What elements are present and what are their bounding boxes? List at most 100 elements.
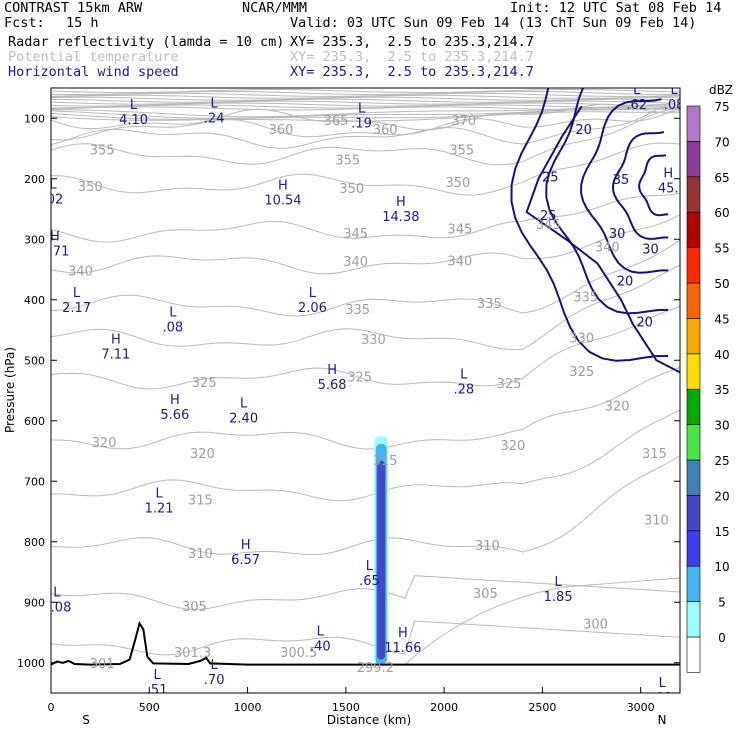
colorbar-swatch <box>686 105 701 142</box>
y-tick-label: 400 <box>24 294 45 307</box>
extremum-value: .09 <box>652 691 673 706</box>
reflectivity-column <box>374 435 389 665</box>
theta-contour-label: 340 <box>447 254 472 269</box>
extremum-marker: H <box>663 167 673 182</box>
extremum-marker: L <box>309 286 317 301</box>
x-tick-label: 0 <box>48 701 55 714</box>
colorbar-level-label: 65 <box>714 171 729 185</box>
x-tick-label: 500 <box>139 701 160 714</box>
colorbar-swatch <box>686 211 701 248</box>
theta-contour-label: 340 <box>595 241 620 256</box>
forecast-label: Fcst: <box>4 15 45 31</box>
theta-contour-label: 310 <box>188 547 213 562</box>
theta-contour-label: 330 <box>569 331 594 346</box>
theta-isoline <box>51 98 680 103</box>
extremum-marker: L <box>155 487 163 502</box>
theta-isoline <box>51 106 680 141</box>
theta-contour-label: 325 <box>192 376 217 391</box>
colorbar-level-label: 50 <box>714 277 729 291</box>
wind-contour-label: 30 <box>609 227 626 242</box>
colorbar-level-label: 40 <box>714 348 729 362</box>
theta-contour-label: 325 <box>497 377 522 392</box>
wind-contour-label: 20 <box>617 274 634 289</box>
extremum-value: 45. <box>658 182 679 197</box>
theta-contour-label: 325 <box>569 365 594 380</box>
plot-frame <box>50 87 681 694</box>
theta-isoline <box>51 264 680 351</box>
field-name-wind: Horizontal wind speed <box>8 64 179 80</box>
terrain-line <box>51 620 680 666</box>
theta-contour-label: 355 <box>335 153 360 168</box>
refl-band-20 <box>377 460 386 660</box>
theta-contour-label: 315 <box>373 454 398 469</box>
extremum-value: 11.66 <box>384 641 421 656</box>
colorbar-level-label: 25 <box>714 454 729 468</box>
theta-isoline <box>51 367 680 450</box>
colorbar-level-label: 10 <box>714 560 729 574</box>
y-tick-label: 100 <box>24 112 45 125</box>
colorbar-swatch <box>686 247 701 284</box>
wind-isotach <box>525 105 680 374</box>
theta-contour-label: 335 <box>477 297 502 312</box>
extremum-marker: L <box>154 668 162 683</box>
theta-contours <box>51 89 680 665</box>
extremum-marker: L <box>659 676 667 691</box>
theta-contour-label: 340 <box>343 255 368 270</box>
x-tick-label: 1000 <box>234 701 262 714</box>
colorbar-level-label: 20 <box>714 489 729 503</box>
extremum-marker: L <box>73 286 81 301</box>
y-tick-label: 900 <box>24 596 45 609</box>
theta-isoline <box>51 90 680 96</box>
extremum-marker: L <box>49 177 57 192</box>
wind-isotach <box>612 131 669 240</box>
theta-contour-label: 350 <box>339 182 364 197</box>
extremum-value: 5.08 <box>42 600 71 615</box>
colorbar-swatch <box>686 424 701 461</box>
colorbar-swatch <box>686 388 701 425</box>
extremum-value: 1.85 <box>544 590 573 605</box>
theta-isoline <box>51 575 680 611</box>
extremum-marker: H <box>327 363 337 378</box>
forecast-hour: 15 h <box>66 15 99 31</box>
extremum-marker: L <box>670 83 678 98</box>
colorbar-level-label: 5 <box>718 596 726 610</box>
theta-isoline <box>51 103 680 131</box>
valid-time: Valid: 03 UTC Sun 09 Feb 14 (13 ChT Sun … <box>290 15 697 31</box>
plot-area <box>51 88 680 693</box>
extremum-marker: H <box>398 626 408 641</box>
extremum-value: 4.10 <box>119 113 148 128</box>
extremum-marker: L <box>211 658 219 673</box>
extremum-value: .65 <box>359 574 380 589</box>
extremum-value: .08 <box>163 321 184 336</box>
theta-isoline <box>51 192 680 243</box>
wind-contour-label: 30 <box>642 242 659 257</box>
extremum-marker: H <box>170 393 180 408</box>
theta-isoline <box>404 577 680 665</box>
theta-isoline <box>51 92 680 97</box>
north-label: N <box>658 713 667 727</box>
field-xy-theta: XY= 235.3, 2.5 to 235.3,214.7 <box>290 49 534 65</box>
theta-isoline <box>51 409 680 502</box>
model-name: CONTRAST 15km ARW <box>4 0 143 16</box>
extremum-marker: L <box>358 101 366 116</box>
extremum-value: .08 <box>664 98 685 113</box>
theta-contour-label: 365 <box>324 114 349 129</box>
extremum-value: 2.06 <box>298 301 327 316</box>
theta-contour-label: 330 <box>361 333 386 348</box>
extremum-marker: H <box>50 230 60 245</box>
theta-contour-label: 345 <box>536 218 561 233</box>
field-name-theta: Potential temperature <box>8 49 179 65</box>
south-label: S <box>82 713 90 727</box>
y-tick-label: 300 <box>24 233 45 246</box>
extremum-value: .24 <box>204 111 225 126</box>
x-tick-label: 2000 <box>430 701 458 714</box>
extremum-marker: H <box>111 332 121 347</box>
extremum-marker: L <box>460 367 468 382</box>
theta-contour-label: 305 <box>473 587 498 602</box>
y-tick-label: 200 <box>24 173 45 186</box>
y-tick-label: 800 <box>24 536 45 549</box>
extremum-marker: L <box>633 83 641 98</box>
theta-contour-label: 299.2 <box>357 661 394 676</box>
extremum-value: 6.71 <box>40 245 69 260</box>
theta-contour-label: 350 <box>445 176 470 191</box>
